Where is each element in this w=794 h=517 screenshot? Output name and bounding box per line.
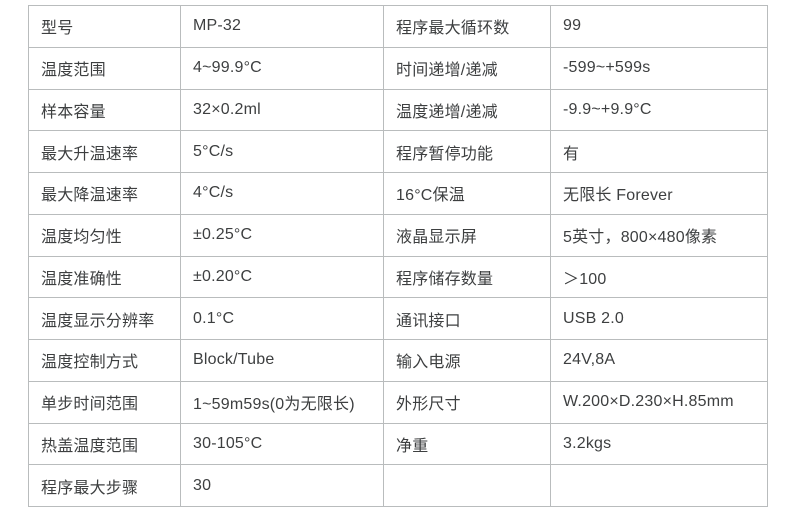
spec-table-row: 温度范围 4~99.9°C 时间递增/递减 -599~+599s <box>28 46 768 90</box>
spec-value-cell: MP-32 <box>180 5 384 48</box>
spec-value-cell: USB 2.0 <box>550 297 768 340</box>
spec-label-cell: 程序最大步骤 <box>28 464 181 507</box>
spec-label-cell: 程序储存数量 <box>383 255 551 299</box>
spec-label-cell <box>383 464 551 507</box>
spec-table-row: 最大升温速率 5°C/s 程序暂停功能有 <box>28 130 768 173</box>
spec-label-cell: 通讯接口 <box>383 297 551 340</box>
spec-value-cell: ±0.25°C <box>180 213 384 257</box>
spec-value-cell: -599~+599s <box>550 46 768 90</box>
spec-table-row: 热盖温度范围 30-105°C 净重 3.2kgs <box>28 422 768 466</box>
spec-table-row: 最大降温速率 4°C/s 16°C保温 无限长 Forever <box>28 172 768 215</box>
spec-value-cell: 无限长 Forever <box>550 172 768 215</box>
spec-label-cell: 16°C保温 <box>383 172 551 215</box>
spec-value-cell <box>550 464 768 507</box>
spec-value-cell: ＞100 <box>550 255 768 299</box>
spec-table-row: 程序最大步骤 30 <box>28 464 768 507</box>
spec-label-cell: 净重 <box>383 422 551 466</box>
spec-label-cell: 温度范围 <box>28 46 181 90</box>
spec-value-cell: 30 <box>180 464 384 507</box>
spec-table-row: 型号 MP-32 程序最大循环数 99 <box>28 5 768 48</box>
spec-value-cell: 有 <box>550 130 768 173</box>
spec-table: 型号 MP-32 程序最大循环数 99 温度范围 4~99.9°C 时间递增/递减 -599~… <box>28 5 768 507</box>
spec-value-cell: 99 <box>550 5 768 48</box>
spec-table-row: 温度控制方式 Block/Tube 输入电源 24V,8A <box>28 339 768 382</box>
spec-table-row: 单步时间范围 1~59m59s(0为无限长) 外形尺寸 W.200×D.230×H.8… <box>28 380 768 424</box>
spec-value-cell: 5°C/s <box>180 130 384 173</box>
spec-value-cell: 30-105°C <box>180 422 384 466</box>
spec-value-cell: 5英寸，800×480像素 <box>550 213 768 257</box>
spec-value-cell: Block/Tube <box>180 339 384 382</box>
spec-table-row: 样本容量 32×0.2ml 温度递增/递减 -9.9~+9.9°C <box>28 88 768 132</box>
spec-label-cell: 最大升温速率 <box>28 130 181 173</box>
spec-value-cell: 4~99.9°C <box>180 46 384 90</box>
spec-value-cell: 0.1°C <box>180 297 384 340</box>
spec-value-cell: 32×0.2ml <box>180 88 384 132</box>
spec-value-cell: 1~59m59s(0为无限长) <box>180 380 384 424</box>
spec-label-cell: 温度准确性 <box>28 255 181 299</box>
spec-label-cell: 外形尺寸 <box>383 380 551 424</box>
spec-label-cell: 温度控制方式 <box>28 339 181 382</box>
spec-label-cell: 热盖温度范围 <box>28 422 181 466</box>
spec-table-row: 温度均匀性 ±0.25°C 液晶显示屏 5英寸，800×480像素 <box>28 213 768 257</box>
spec-label-cell: 液晶显示屏 <box>383 213 551 257</box>
spec-label-cell: 时间递增/递减 <box>383 46 551 90</box>
spec-label-cell: 最大降温速率 <box>28 172 181 215</box>
spec-table-body: 型号 MP-32 程序最大循环数 99 温度范围 4~99.9°C 时间递增/递减 -599~… <box>28 5 768 507</box>
spec-value-cell: W.200×D.230×H.85mm <box>550 380 768 424</box>
spec-value-cell: ±0.20°C <box>180 255 384 299</box>
spec-value-cell: 24V,8A <box>550 339 768 382</box>
spec-table-row: 温度显示分辨率 0.1°C 通讯接口 USB 2.0 <box>28 297 768 340</box>
spec-label-cell: 温度递增/递减 <box>383 88 551 132</box>
spec-label-cell: 程序暂停功能 <box>383 130 551 173</box>
spec-value-cell: 4°C/s <box>180 172 384 215</box>
spec-label-cell: 单步时间范围 <box>28 380 181 424</box>
spec-label-cell: 型号 <box>28 5 181 48</box>
spec-label-cell: 输入电源 <box>383 339 551 382</box>
spec-value-cell: -9.9~+9.9°C <box>550 88 768 132</box>
spec-value-cell: 3.2kgs <box>550 422 768 466</box>
spec-label-cell: 温度均匀性 <box>28 213 181 257</box>
spec-table-row: 温度准确性 ±0.20°C 程序储存数量 ＞100 <box>28 255 768 299</box>
spec-label-cell: 程序最大循环数 <box>383 5 551 48</box>
spec-label-cell: 样本容量 <box>28 88 181 132</box>
spec-label-cell: 温度显示分辨率 <box>28 297 181 340</box>
